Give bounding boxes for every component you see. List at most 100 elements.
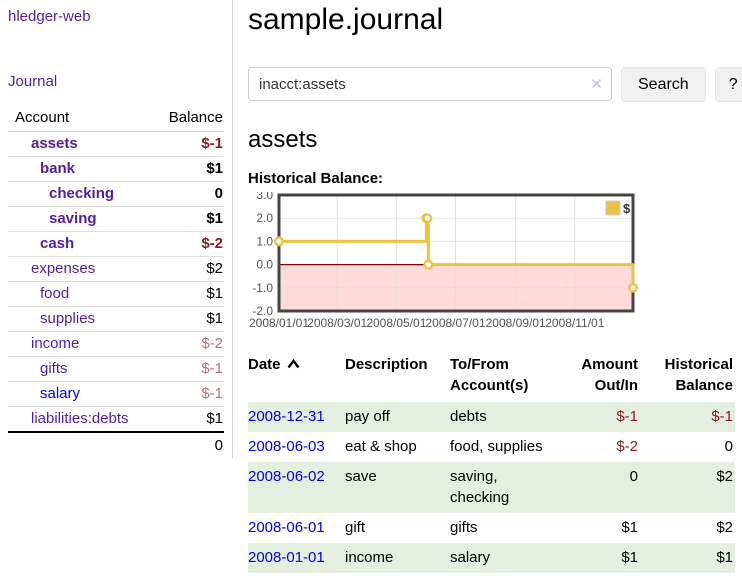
transaction-date-link[interactable]: 2008-01-01 (248, 549, 325, 567)
tx-accounts-cell: gifts (450, 519, 478, 537)
tx-date-cell: 2008-06-01 (248, 513, 345, 543)
svg-text:-2.0: -2.0 (252, 304, 273, 318)
account-link[interactable]: liabilities:debts (31, 410, 129, 427)
transactions-header-row: Date Description To/From Account(s) Amou… (248, 352, 735, 402)
tx-date-cell: 2008-12-31 (248, 402, 345, 432)
help-button[interactable]: ? (714, 66, 742, 102)
account-balance: $1 (150, 406, 224, 433)
chart-label: Historical Balance: (248, 170, 384, 188)
account-balance: $-1 (150, 356, 224, 382)
tx-date-cell: 2008-06-03 (248, 432, 345, 462)
search-input[interactable] (248, 67, 612, 102)
transaction-date-link[interactable]: 2008-06-03 (248, 438, 325, 456)
accounts-total-row: 0 (8, 431, 224, 458)
svg-text:-1.0: -1.0 (252, 281, 273, 295)
account-row: checking 0 (8, 181, 224, 207)
account-link[interactable]: bank (40, 160, 76, 177)
accounts-table-header: Account Balance (8, 105, 224, 132)
account-row: income $-2 (8, 331, 224, 357)
account-link[interactable]: supplies (40, 310, 96, 327)
tx-date-cell: 2008-06-02 (248, 462, 345, 513)
svg-text:2008/07/01: 2008/07/01 (425, 316, 485, 330)
account-link[interactable]: income (31, 335, 80, 352)
account-link[interactable]: salary (40, 385, 81, 402)
transaction-row: 2008-06-02 save saving, checking 0 $2 (248, 462, 735, 514)
accounts-table: Account Balance assets $-1 bank $1 checking 0… (8, 105, 224, 458)
svg-text:0.0: 0.0 (256, 258, 273, 272)
chart-legend: $ (605, 200, 631, 216)
account-balance: $-1 (150, 131, 224, 157)
account-balance: $-2 (150, 331, 224, 357)
main-content: sample.journal ✕ Search ? assets Histori… (233, 0, 742, 574)
total-spacer (8, 431, 151, 458)
tx-date-cell: 2008-01-01 (248, 543, 345, 573)
svg-text:2008/01/01: 2008/01/01 (249, 316, 309, 330)
transaction-row: 2008-06-01 gift gifts $1 $2 (248, 513, 735, 543)
svg-text:1.0: 1.0 (256, 234, 273, 248)
account-link[interactable]: cash (40, 235, 75, 252)
account-row: cash $-2 (8, 231, 224, 257)
account-row: saving $1 (8, 206, 224, 232)
account-balance: 0 (150, 181, 224, 207)
svg-text:2008/05/01: 2008/05/01 (366, 316, 426, 330)
tx-amount-cell: $1 (621, 549, 638, 567)
account-link[interactable]: assets (31, 135, 78, 152)
svg-text:$: $ (623, 201, 631, 216)
account-link[interactable]: food (40, 285, 70, 302)
svg-text:2.0: 2.0 (256, 211, 273, 225)
clear-search-icon[interactable]: ✕ (590, 76, 603, 94)
tx-description-cell: income (345, 549, 394, 567)
tx-balance-cell: 0 (724, 438, 733, 456)
tx-amount-cell: $1 (621, 519, 638, 537)
account-column-header: Account (8, 105, 151, 132)
tx-amount-cell: $-2 (616, 438, 638, 456)
account-row: assets $-1 (8, 131, 224, 157)
tx-accounts-cell: salary (450, 549, 491, 567)
tx-description-cell: gift (345, 519, 366, 537)
account-balance: $-2 (150, 231, 224, 257)
account-heading: assets (248, 125, 318, 153)
account-balance: $-1 (150, 381, 224, 407)
tx-amount-cell: $-1 (616, 408, 638, 426)
tx-balance-cell: $-1 (711, 408, 733, 426)
transactions-table: Date Description To/From Account(s) Amou… (248, 352, 735, 574)
tx-balance-cell: $1 (716, 549, 733, 567)
page-title: sample.journal (248, 3, 444, 36)
tx-balance-cell: $2 (716, 519, 733, 537)
sidebar-item-journal[interactable]: Journal (8, 73, 58, 90)
amount-column-header: Amount Out/In (581, 356, 638, 395)
date-column-header[interactable]: Date (248, 352, 345, 402)
accounts-total-value: 0 (150, 431, 224, 458)
accounts-column-header: To/From Account(s) (450, 356, 529, 395)
app-title-link[interactable]: hledger-web (8, 8, 91, 25)
account-balance: $1 (150, 281, 224, 307)
tx-accounts-cell: food, supplies (450, 438, 543, 456)
svg-text:3.0: 3.0 (256, 192, 273, 202)
account-row: food $1 (8, 281, 224, 307)
search-input-wrap: ✕ (248, 67, 612, 102)
svg-text:2008/11/01: 2008/11/01 (545, 316, 604, 330)
sidebar: hledger-web Journal Account Balance asse… (0, 0, 233, 458)
account-row: gifts $-1 (8, 356, 224, 382)
account-link[interactable]: gifts (40, 360, 68, 377)
tx-accounts-cell: saving, checking (450, 468, 510, 507)
tx-accounts-cell: debts (450, 408, 487, 426)
transaction-row: 2008-01-01 income salary $1 $1 (248, 543, 735, 574)
transaction-row: 2008-06-03 eat & shop food, supplies $-2 0 (248, 432, 735, 462)
tx-amount-cell: 0 (629, 468, 638, 486)
account-link[interactable]: checking (49, 185, 115, 202)
transaction-date-link[interactable]: 2008-12-31 (248, 408, 325, 426)
transaction-date-link[interactable]: 2008-06-01 (248, 519, 325, 537)
description-column-header: Description (345, 356, 428, 374)
search-button[interactable]: Search (621, 66, 706, 102)
account-balance: $1 (150, 206, 224, 232)
account-row: supplies $1 (8, 306, 224, 332)
account-balance: $1 (150, 156, 224, 182)
account-link[interactable]: expenses (31, 260, 96, 277)
search-form: ✕ Search ? (248, 66, 742, 102)
account-link[interactable]: saving (49, 210, 97, 227)
svg-text:2008/03/01: 2008/03/01 (307, 316, 367, 330)
transaction-date-link[interactable]: 2008-06-02 (248, 468, 325, 486)
chevron-up-icon (287, 358, 299, 369)
